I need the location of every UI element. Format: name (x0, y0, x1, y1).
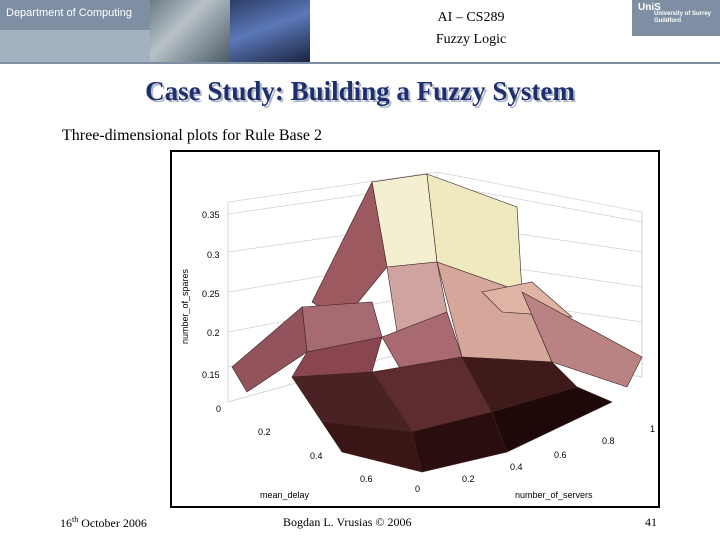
course-code: AI – CS289 (437, 10, 505, 25)
footer-date-rest: October 2006 (78, 516, 147, 530)
surface-peak-left (311, 181, 388, 323)
z-axis-label: number_of_spares (180, 268, 190, 344)
footer-author: Bogdan L. Vrusias © 2006 (283, 515, 412, 529)
y-tick-2: 0.6 (554, 450, 567, 460)
z-tick-2: 0.25 (202, 289, 220, 299)
header-photo-lab (150, 0, 230, 62)
footer-date-suffix: th (72, 515, 79, 524)
department-banner: Department of Computing (0, 0, 150, 62)
university-logo: UniS University of Surrey Guildford (632, 0, 720, 36)
footer-date-day: 16 (60, 516, 72, 530)
plot-axis-text: 0.35 0.3 0.25 0.2 0.15 0 number_of_spare… (180, 210, 655, 500)
y-tick-3: 0.8 (602, 436, 615, 446)
slide-subtitle: Three-dimensional plots for Rule Base 2 (62, 127, 322, 144)
university-name-line: University of Surrey (654, 11, 712, 17)
y-tick-1: 0.4 (510, 462, 523, 472)
x-axis-label: mean_delay (260, 490, 310, 500)
department-banner-stripe (0, 30, 150, 62)
footer-date: 16th October 2006 (60, 515, 147, 531)
course-name: Fuzzy Logic (435, 32, 507, 47)
z-tick-0: 0.35 (202, 210, 220, 220)
header-photo-students (230, 0, 310, 62)
surface-mesh (231, 173, 643, 473)
university-place: Guildford (654, 18, 681, 24)
header-course-panel: AI – CS289 Fuzzy Logic (310, 0, 632, 62)
unis-logo-text: UniS (638, 2, 661, 13)
y-axis-label: number_of_servers (515, 490, 593, 500)
z-tick-4: 0.15 (202, 370, 220, 380)
slide-header: Department of Computing AI – CS289 Fuzzy… (0, 0, 720, 64)
x-tick-0: 0.2 (258, 427, 271, 437)
surface-right-edge (521, 291, 643, 388)
z-tick-1: 0.3 (207, 250, 220, 260)
x-tick-2: 0.6 (360, 474, 373, 484)
y-tick-4: 1 (650, 424, 655, 434)
x-tick-1: 0.4 (310, 451, 323, 461)
page-number: 41 (645, 515, 657, 529)
x-tick-3: 0 (415, 484, 420, 494)
header-divider (0, 62, 720, 64)
surface-front-left (321, 421, 423, 473)
slide-title: Case Study: Building a Fuzzy System (145, 76, 575, 106)
department-name: Department of Computing (6, 7, 132, 19)
university-name: University of Surrey Guildford (654, 11, 711, 25)
surface-plot-frame: 0.35 0.3 0.25 0.2 0.15 0 number_of_spare… (170, 150, 660, 508)
y-tick-0: 0.2 (462, 474, 475, 484)
surface-front-right (491, 386, 613, 453)
surface-plot: 0.35 0.3 0.25 0.2 0.15 0 number_of_spare… (180, 171, 655, 500)
z-tick-5: 0 (216, 404, 221, 414)
z-tick-3: 0.2 (207, 328, 220, 338)
